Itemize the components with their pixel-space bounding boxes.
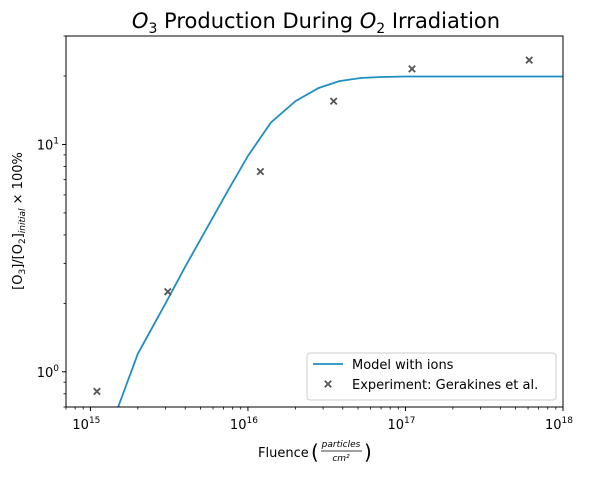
experiment-point: [329, 97, 338, 106]
legend-label-experiment: Experiment: Gerakines et al.: [352, 378, 538, 393]
xlabel-paren-left: (: [311, 440, 319, 464]
major-ticks: 1015 1016 1017 1018 100 101: [37, 136, 574, 433]
legend: Model with ions Experiment: Gerakines et…: [306, 352, 557, 401]
y-tick-label: 100: [37, 364, 60, 381]
experiment-point: [256, 167, 265, 176]
y-axis-label: [O3]/[O2]initial × 100%: [11, 152, 28, 290]
svg-text:particles: particles: [321, 440, 361, 450]
svg-text:Fluence: Fluence: [258, 446, 309, 461]
chart-title: O3 Production During O2 Irradiation: [132, 9, 500, 37]
plot-area: [93, 56, 563, 407]
xlabel-paren-right: ): [364, 440, 372, 464]
legend-swatch-x-marker: [324, 380, 332, 388]
svg-text:cm²: cm²: [332, 454, 350, 464]
experiment-point: [93, 387, 101, 396]
legend-box: [306, 352, 557, 401]
experiment-point: [525, 56, 534, 64]
x-axis-label: Fluence ( particles cm² ): [258, 440, 372, 464]
x-tick-label: 1017: [387, 416, 415, 433]
x-tick-label: 1015: [72, 416, 100, 433]
experiment-point: [408, 65, 416, 73]
series-line-model: [117, 75, 563, 407]
x-tick-label: 1016: [230, 416, 258, 433]
legend-label-model: Model with ions: [352, 358, 454, 373]
experiment-point: [163, 287, 172, 296]
x-tick-label: 1018: [545, 416, 573, 433]
y-tick-label: 101: [37, 136, 59, 153]
axes-frame: [65, 35, 564, 408]
